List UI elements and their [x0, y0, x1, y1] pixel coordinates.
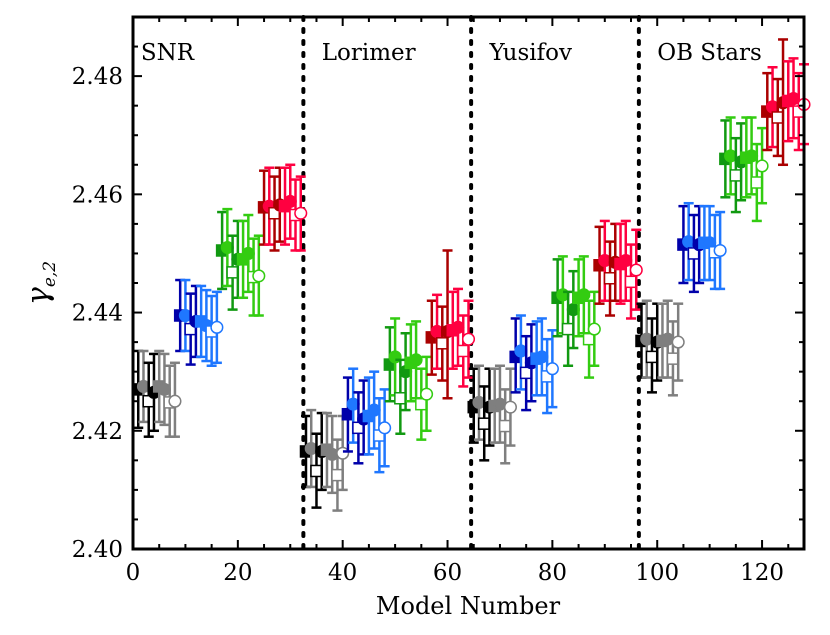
square-marker — [436, 337, 449, 350]
circle-marker — [420, 387, 434, 401]
data-point — [178, 278, 192, 353]
data-point — [184, 292, 197, 366]
data-point — [566, 269, 580, 350]
circle-marker — [378, 421, 392, 435]
region-label-snr: SNR — [141, 40, 195, 66]
circle-marker — [671, 335, 685, 349]
x-tick-label: 20 — [223, 560, 252, 586]
circle-marker — [409, 353, 423, 367]
data-point — [761, 71, 774, 152]
x-tick-label: 80 — [538, 560, 567, 586]
circle-marker — [755, 159, 769, 173]
y-tick-label: 2.42 — [72, 419, 123, 445]
region-labels: SNR Lorimer Yusifov OB Stars — [141, 40, 762, 66]
data-point — [383, 326, 397, 403]
circle-marker — [168, 394, 182, 408]
y-axis-label: γe,2 — [21, 261, 60, 305]
circle-marker — [252, 269, 266, 283]
square-marker — [750, 176, 764, 189]
x-axis-label: Model Number — [376, 592, 561, 620]
data-point — [294, 175, 308, 252]
data-point — [587, 290, 601, 368]
circle-marker — [503, 400, 517, 414]
data-point — [561, 290, 575, 368]
square-marker — [561, 322, 575, 336]
region-label-ob-stars: OB Stars — [657, 40, 762, 66]
data-point — [210, 290, 224, 365]
data-point — [671, 302, 685, 382]
x-tick-label: 0 — [126, 560, 141, 586]
data-point — [629, 228, 643, 311]
square-marker — [645, 350, 659, 364]
square-marker — [331, 468, 344, 482]
region-label-lorimer: Lorimer — [322, 40, 416, 66]
circle-marker — [587, 322, 601, 336]
data-point — [341, 376, 355, 453]
data-point — [461, 299, 476, 379]
square-marker — [226, 266, 239, 279]
x-axis-ticks: 0 20 40 60 80 100 120 — [126, 17, 790, 586]
data-point — [142, 361, 155, 438]
data-point — [624, 243, 638, 320]
circle-marker — [629, 263, 643, 277]
data-point — [378, 388, 392, 468]
y-axis-ticks: 2.40 2.42 2.44 2.46 2.48 — [72, 16, 804, 563]
data-point — [666, 320, 680, 397]
region-label-yusifov: Yusifov — [488, 40, 572, 66]
data-point — [268, 175, 281, 252]
data-point — [168, 361, 182, 438]
y-axis-label-sub: e,2 — [40, 261, 60, 287]
square-marker — [729, 169, 743, 182]
y-tick-label: 2.44 — [72, 301, 123, 327]
square-marker — [477, 417, 491, 430]
square-marker — [310, 464, 323, 478]
x-tick-label: 120 — [740, 560, 784, 586]
data-point — [713, 210, 727, 291]
data-point — [598, 219, 612, 302]
y-axis-label-main: γ — [21, 287, 56, 305]
x-tick-label: 100 — [635, 560, 679, 586]
data-point — [645, 317, 659, 394]
data-point — [252, 234, 266, 317]
circle-marker — [545, 362, 559, 376]
x-tick-label: 40 — [328, 560, 357, 586]
square-marker — [457, 344, 470, 358]
data-point — [346, 367, 360, 444]
circle-marker — [210, 320, 224, 334]
data-points — [131, 38, 811, 512]
data-point — [771, 77, 785, 158]
data-point — [420, 355, 434, 433]
data-point — [582, 299, 596, 379]
square-marker — [394, 392, 407, 405]
data-point — [687, 213, 701, 294]
y-tick-label: 2.40 — [72, 537, 123, 563]
data-point — [157, 352, 172, 427]
data-point — [436, 305, 449, 382]
y-tick-label: 2.46 — [72, 182, 123, 208]
square-marker — [603, 272, 617, 285]
data-point — [545, 329, 559, 409]
circle-marker — [577, 288, 591, 302]
square-marker — [666, 352, 680, 365]
data-point — [540, 337, 554, 415]
data-point — [352, 391, 365, 465]
data-point — [503, 367, 517, 447]
square-marker — [624, 275, 638, 289]
data-point — [603, 240, 617, 317]
square-marker — [498, 419, 512, 433]
circle-marker — [713, 243, 727, 258]
circle-marker — [294, 206, 308, 220]
data-point — [498, 388, 512, 465]
circle-marker — [461, 332, 476, 346]
region-dividers — [301, 15, 641, 551]
x-tick-label: 60 — [433, 560, 462, 586]
y-tick-label: 2.48 — [72, 64, 123, 90]
square-marker — [771, 111, 785, 124]
data-point — [415, 367, 428, 441]
data-point — [755, 126, 769, 205]
data-point — [729, 136, 743, 214]
